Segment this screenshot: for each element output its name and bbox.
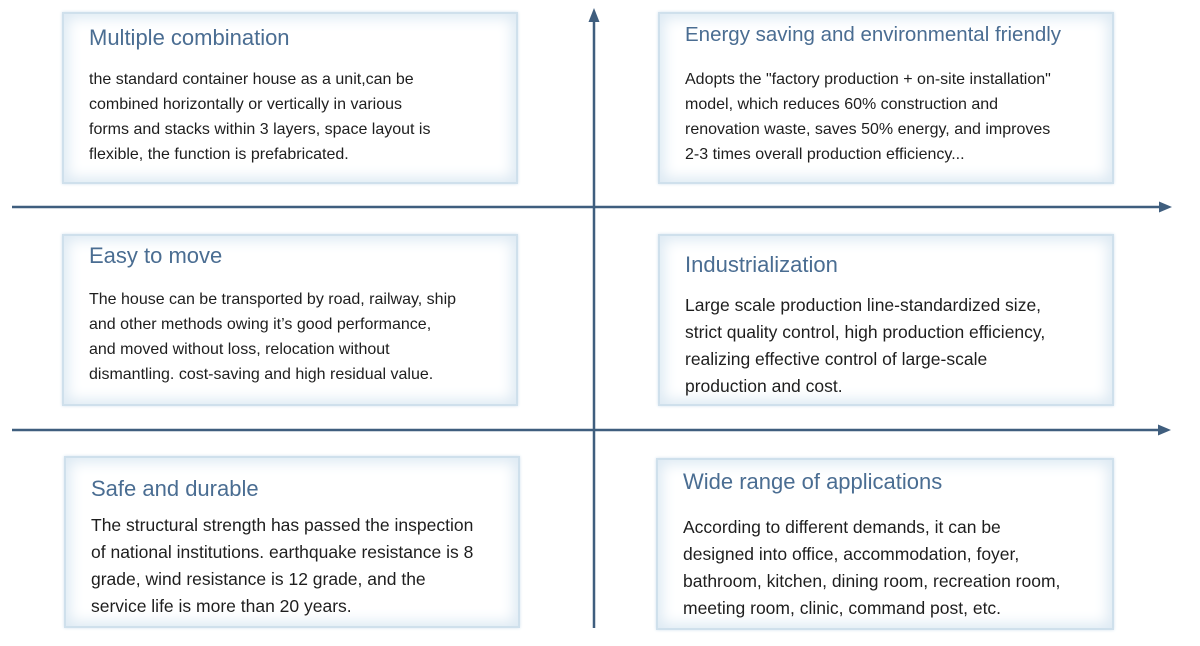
card-industrialization: Industrialization Large scale production…: [658, 234, 1114, 406]
card-body: Large scale production line-standardized…: [685, 295, 1046, 396]
card-body: The structural strength has passed the i…: [91, 515, 474, 616]
card-safe-and-durable: Safe and durable The structural strength…: [64, 456, 520, 628]
card-multiple-combination: Multiple combination the standard contai…: [62, 12, 518, 184]
card-title: Energy saving and environmental friendly: [685, 23, 1062, 46]
horizontal-axis-arrow-lower-icon: [1158, 424, 1171, 436]
card-title: Easy to move: [89, 243, 223, 268]
vertical-axis-arrow-icon: [588, 8, 600, 22]
card-body: According to different demands, it can b…: [683, 517, 1061, 618]
card-title: Industrialization: [685, 252, 838, 277]
card-title: Safe and durable: [91, 476, 259, 501]
card-energy-saving: Energy saving and environmental friendly…: [658, 12, 1114, 184]
card-body: Adopts the "factory production + on-site…: [685, 71, 1051, 163]
card-easy-to-move: Easy to move The house can be transporte…: [62, 234, 518, 406]
card-title: Multiple combination: [89, 25, 290, 50]
card-title: Wide range of applications: [683, 469, 943, 494]
card-wide-range-of-applications: Wide range of applications According to …: [656, 458, 1114, 630]
card-body: The house can be transported by road, ra…: [89, 291, 457, 383]
card-body: the standard container house as a unit,c…: [89, 71, 431, 163]
horizontal-axis-arrow-upper-icon: [1159, 201, 1172, 213]
